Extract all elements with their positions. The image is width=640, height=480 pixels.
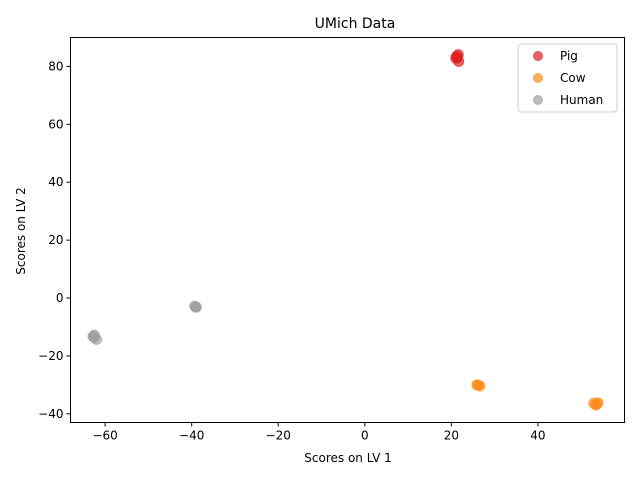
y-tick-label: 0	[56, 291, 64, 305]
x-tick-label: 0	[361, 429, 369, 443]
point-cow-6	[591, 398, 603, 410]
x-axis-ticks: −60 −40 −20 0 20 40	[92, 422, 546, 443]
x-tick-label: −60	[92, 429, 117, 443]
legend: Pig Cow Human	[517, 43, 618, 113]
x-tick-label: 40	[530, 429, 545, 443]
plot-frame	[70, 37, 625, 423]
legend-label-pig: Pig	[560, 49, 578, 63]
legend-marker-human	[533, 95, 543, 105]
y-tick-label: 60	[48, 117, 63, 131]
plot-marks	[87, 49, 604, 411]
y-tick-label: 80	[48, 59, 63, 73]
point-human-6	[190, 301, 202, 313]
x-tick-label: −20	[266, 429, 291, 443]
y-axis-ticks: −40 −20 0 20 40 60 80	[38, 59, 71, 421]
legend-marker-pig	[533, 51, 543, 61]
y-axis-label: Scores on LV 2	[14, 187, 28, 274]
legend-box	[517, 43, 618, 113]
y-tick-label: 40	[48, 175, 63, 189]
legend-label-cow: Cow	[560, 71, 586, 85]
point-human-3	[88, 331, 100, 343]
legend-marker-cow	[533, 73, 543, 83]
y-tick-label: 20	[48, 233, 63, 247]
legend-label-human: Human	[560, 93, 603, 107]
x-axis-label: Scores on LV 1	[304, 451, 391, 465]
y-tick-label: −20	[38, 349, 63, 363]
point-pig-4	[451, 52, 463, 64]
x-tick-label: 20	[444, 429, 459, 443]
point-cow-2	[472, 379, 484, 391]
chart-title: UMich Data	[315, 16, 396, 32]
x-tick-label: −40	[179, 429, 204, 443]
y-tick-label: −40	[38, 407, 63, 421]
